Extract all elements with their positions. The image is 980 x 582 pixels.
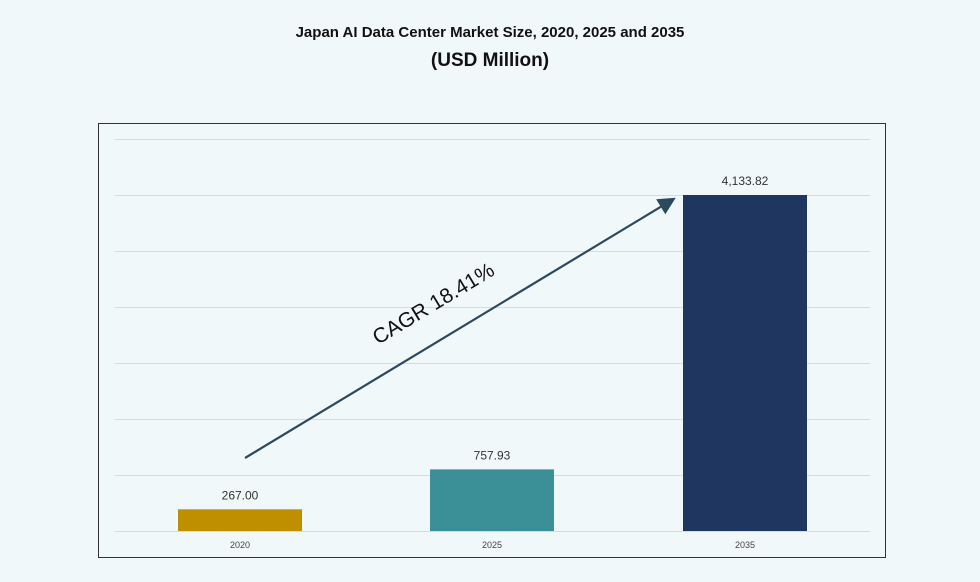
bar-2025: [430, 469, 554, 531]
x-tick-label: 2035: [735, 540, 755, 550]
chart-subtitle: (USD Million): [430, 50, 550, 71]
data-label-2035: 4,133.82: [722, 174, 769, 188]
bar-2020: [178, 509, 302, 531]
bar-2035: [683, 195, 807, 531]
data-label-2025: 757.93: [474, 448, 511, 462]
data-label-2020: 267.00: [222, 488, 259, 502]
chart-title: Japan AI Data Center Market Size, 2020, …: [295, 24, 685, 41]
x-tick-label: 2025: [482, 540, 502, 550]
cagr-arrow: [244, 197, 676, 459]
labels: 267.00 2020 757.93 2025 4,133.82 2035: [222, 174, 769, 550]
x-tick-label: 2020: [230, 540, 250, 550]
bars: [178, 195, 807, 531]
